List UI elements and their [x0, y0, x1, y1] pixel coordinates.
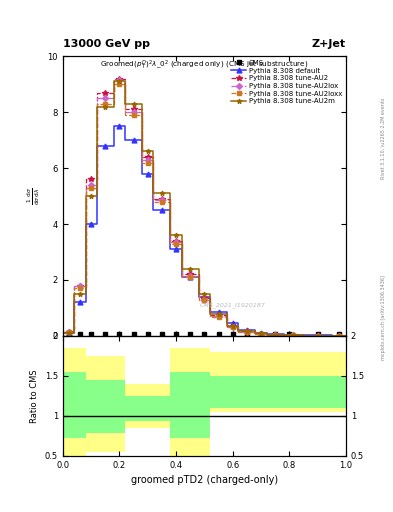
CMS [145, 331, 150, 337]
Line: CMS: CMS [66, 332, 341, 337]
CMS [160, 331, 164, 337]
CMS [259, 331, 263, 337]
Text: Rivet 3.1.10, \u2265 2.2M events: Rivet 3.1.10, \u2265 2.2M events [381, 98, 386, 179]
CMS [315, 331, 320, 337]
CMS [77, 331, 82, 337]
CMS [103, 331, 108, 337]
CMS [287, 331, 292, 337]
CMS [117, 331, 122, 337]
CMS [174, 331, 178, 337]
Text: mcplots.cern.ch [arXiv:1306.3436]: mcplots.cern.ch [arXiv:1306.3436] [381, 275, 386, 360]
CMS [202, 331, 207, 337]
CMS [230, 331, 235, 337]
CMS [89, 331, 94, 337]
Legend: CMS, Pythia 8.308 default, Pythia 8.308 tune-AU2, Pythia 8.308 tune-AU2lox, Pyth: CMS, Pythia 8.308 default, Pythia 8.308 … [230, 58, 344, 106]
Text: 13000 GeV pp: 13000 GeV pp [63, 38, 150, 49]
Y-axis label: Ratio to CMS: Ratio to CMS [30, 369, 39, 422]
Y-axis label: $\frac{1}{\mathrm{d}\sigma}\frac{\mathrm{d}\sigma}{\mathrm{d}\lambda}$: $\frac{1}{\mathrm{d}\sigma}\frac{\mathrm… [26, 187, 42, 205]
CMS [131, 331, 136, 337]
Text: CMS_2021_I1920187: CMS_2021_I1920187 [200, 302, 266, 308]
CMS [244, 331, 249, 337]
CMS [336, 331, 341, 337]
X-axis label: groomed pTD2 (charged-only): groomed pTD2 (charged-only) [131, 475, 278, 485]
CMS [66, 331, 71, 337]
Text: Groomed$(p_T^D)^2\lambda\_0^2$ (charged only) (CMS jet substructure): Groomed$(p_T^D)^2\lambda\_0^2$ (charged … [100, 59, 309, 72]
CMS [216, 331, 221, 337]
Text: Z+Jet: Z+Jet [312, 38, 346, 49]
CMS [188, 331, 193, 337]
CMS [273, 331, 277, 337]
